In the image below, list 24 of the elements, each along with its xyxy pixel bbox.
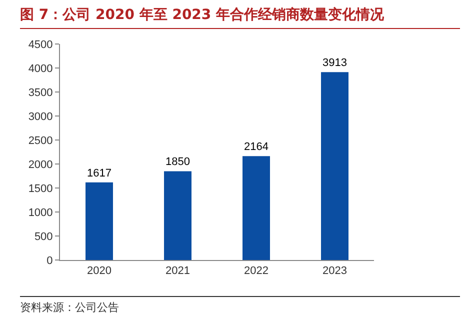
chart-title: 图 7：公司 2020 年至 2023 年合作经销商数量变化情况 [20, 6, 460, 29]
data-label: 2164 [244, 141, 268, 154]
bar [242, 156, 270, 260]
bar [164, 171, 192, 260]
y-tick-label: 3500 [28, 86, 53, 99]
y-tick-label: 4500 [28, 38, 53, 51]
x-tick-label: 2020 [87, 265, 112, 278]
y-tick-label: 4000 [28, 62, 53, 75]
y-tick-label: 0 [46, 254, 53, 267]
bar [321, 72, 348, 260]
text: 资料来源：公司公告 [20, 296, 460, 315]
y-tick-label: 500 [34, 230, 53, 243]
bar [86, 182, 113, 260]
y-tick-label: 2000 [28, 158, 53, 171]
y-tick-label: 2500 [28, 134, 53, 147]
data-label: 1617 [87, 167, 112, 180]
data-label: 1850 [166, 156, 190, 168]
x-tick-label: 2023 [322, 265, 347, 278]
data-label: 3913 [322, 57, 347, 70]
y-tick-label: 1500 [28, 182, 53, 195]
x-tick-label: 2021 [166, 265, 190, 278]
y-tick-label: 3000 [28, 110, 53, 123]
x-tick-label: 2022 [244, 265, 268, 278]
y-tick-label: 1000 [28, 206, 53, 219]
